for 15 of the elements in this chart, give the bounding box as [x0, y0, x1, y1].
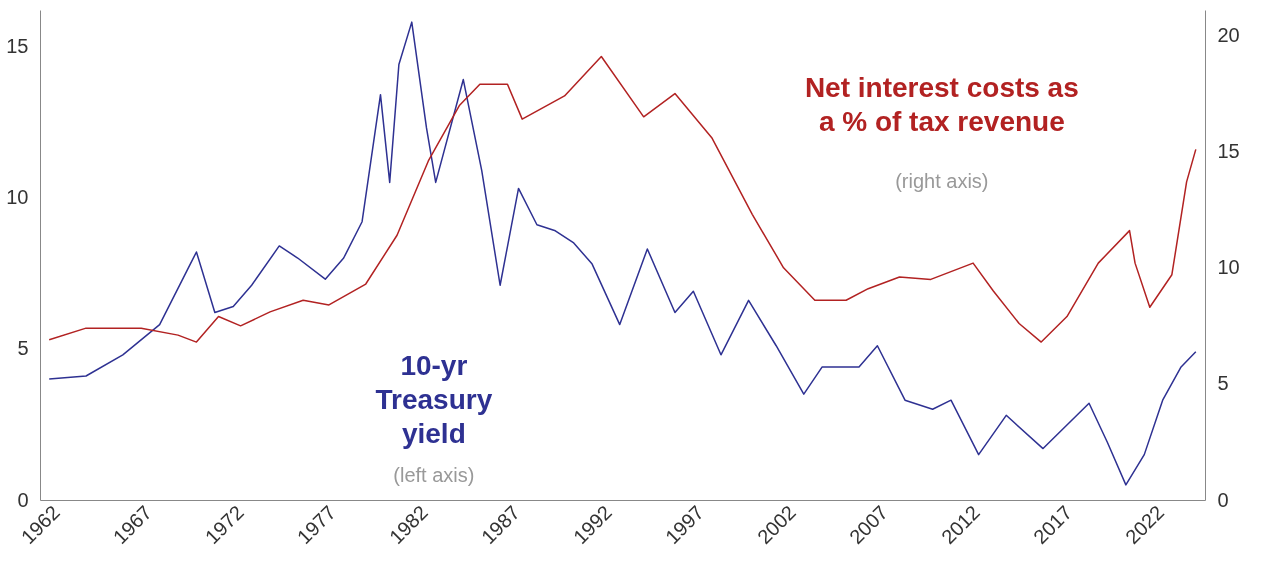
line-series — [48, 21, 1197, 486]
annotation: (right axis) — [895, 170, 989, 193]
annotation: Net interest costs as a % of tax revenue — [804, 71, 1079, 137]
y2-tick-label: 15 — [1217, 140, 1240, 163]
y2-tick-label: 20 — [1217, 24, 1240, 47]
y-tick-label: 15 — [6, 34, 29, 57]
y-tick-label: 5 — [17, 337, 29, 360]
annotation: (left axis) — [393, 463, 475, 486]
annotation: 10-yr Treasury yield — [375, 349, 493, 449]
line-series — [48, 55, 1197, 343]
y2-tick-label: 10 — [1217, 256, 1240, 279]
y2-tick-label: 0 — [1217, 488, 1229, 511]
y-tick-label: 0 — [17, 488, 29, 511]
y-tick-label: 10 — [6, 186, 29, 209]
y2-tick-label: 5 — [1217, 372, 1229, 395]
